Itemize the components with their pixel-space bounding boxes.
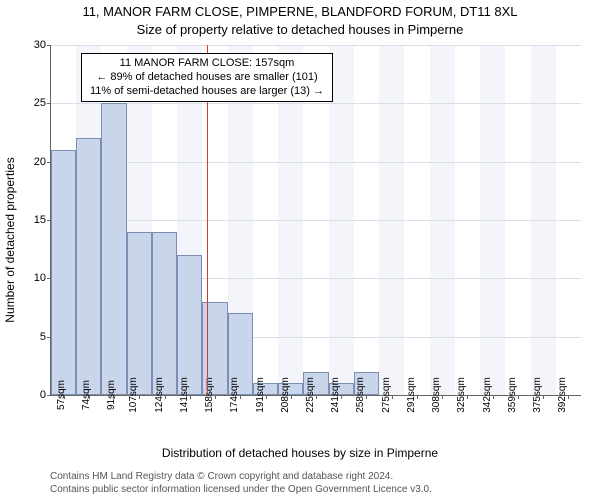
- annot-line1: 11 MANOR FARM CLOSE: 157sqm: [90, 57, 324, 71]
- y-tick-label: 5: [40, 331, 51, 343]
- x-tick-label: 191sqm: [252, 377, 266, 413]
- x-tick-label: 258sqm: [353, 377, 367, 413]
- attribution-line1: Contains HM Land Registry data © Crown c…: [50, 470, 432, 483]
- y-tick-label: 25: [34, 97, 51, 109]
- y-tick-label: 0: [40, 389, 51, 401]
- x-tick-label: 325sqm: [454, 377, 468, 413]
- x-tick-label: 359sqm: [504, 377, 518, 413]
- x-tick-label: 225sqm: [302, 377, 316, 413]
- attribution-line2: Contains public sector information licen…: [50, 483, 432, 496]
- x-tick-label: 241sqm: [327, 377, 341, 413]
- x-tick-label: 392sqm: [555, 377, 569, 413]
- y-tick-label: 10: [34, 272, 51, 284]
- histogram-bar: [76, 138, 101, 395]
- marker-annotation: 11 MANOR FARM CLOSE: 157sqm← 89% of deta…: [81, 53, 333, 102]
- x-tick-label: 208sqm: [277, 377, 291, 413]
- histogram-bar: [101, 103, 126, 395]
- chart-title-address: 11, MANOR FARM CLOSE, PIMPERNE, BLANDFOR…: [0, 4, 600, 19]
- x-tick-label: 308sqm: [428, 377, 442, 413]
- x-tick-label: 291sqm: [403, 377, 417, 413]
- y-tick-label: 20: [34, 156, 51, 168]
- x-tick-label: 174sqm: [226, 377, 240, 413]
- x-tick-label: 141sqm: [176, 377, 190, 413]
- x-axis-label: Distribution of detached houses by size …: [0, 446, 600, 460]
- y-tick-label: 30: [34, 39, 51, 51]
- annot-line3: 11% of semi-detached houses are larger (…: [90, 85, 324, 99]
- histogram-bar: [127, 232, 152, 395]
- x-tick-label: 275sqm: [378, 377, 392, 413]
- x-tick-label: 124sqm: [151, 377, 165, 413]
- y-axis-label: Number of detached properties: [3, 157, 17, 322]
- histogram-bar: [177, 255, 202, 395]
- histogram-bar: [51, 150, 76, 395]
- x-tick-label: 107sqm: [126, 377, 140, 413]
- x-tick-label: 342sqm: [479, 377, 493, 413]
- x-tick-label: 375sqm: [529, 377, 543, 413]
- plot-area: 05101520253057sqm74sqm91sqm107sqm124sqm1…: [50, 45, 581, 396]
- x-tick-label: 91sqm: [103, 380, 117, 410]
- x-tick-label: 74sqm: [78, 380, 92, 410]
- x-tick-label: 57sqm: [53, 380, 67, 410]
- y-tick-label: 15: [34, 214, 51, 226]
- annot-line2: ← 89% of detached houses are smaller (10…: [90, 71, 324, 85]
- attribution: Contains HM Land Registry data © Crown c…: [50, 470, 432, 496]
- chart-title-desc: Size of property relative to detached ho…: [0, 22, 600, 37]
- histogram-bar: [152, 232, 177, 395]
